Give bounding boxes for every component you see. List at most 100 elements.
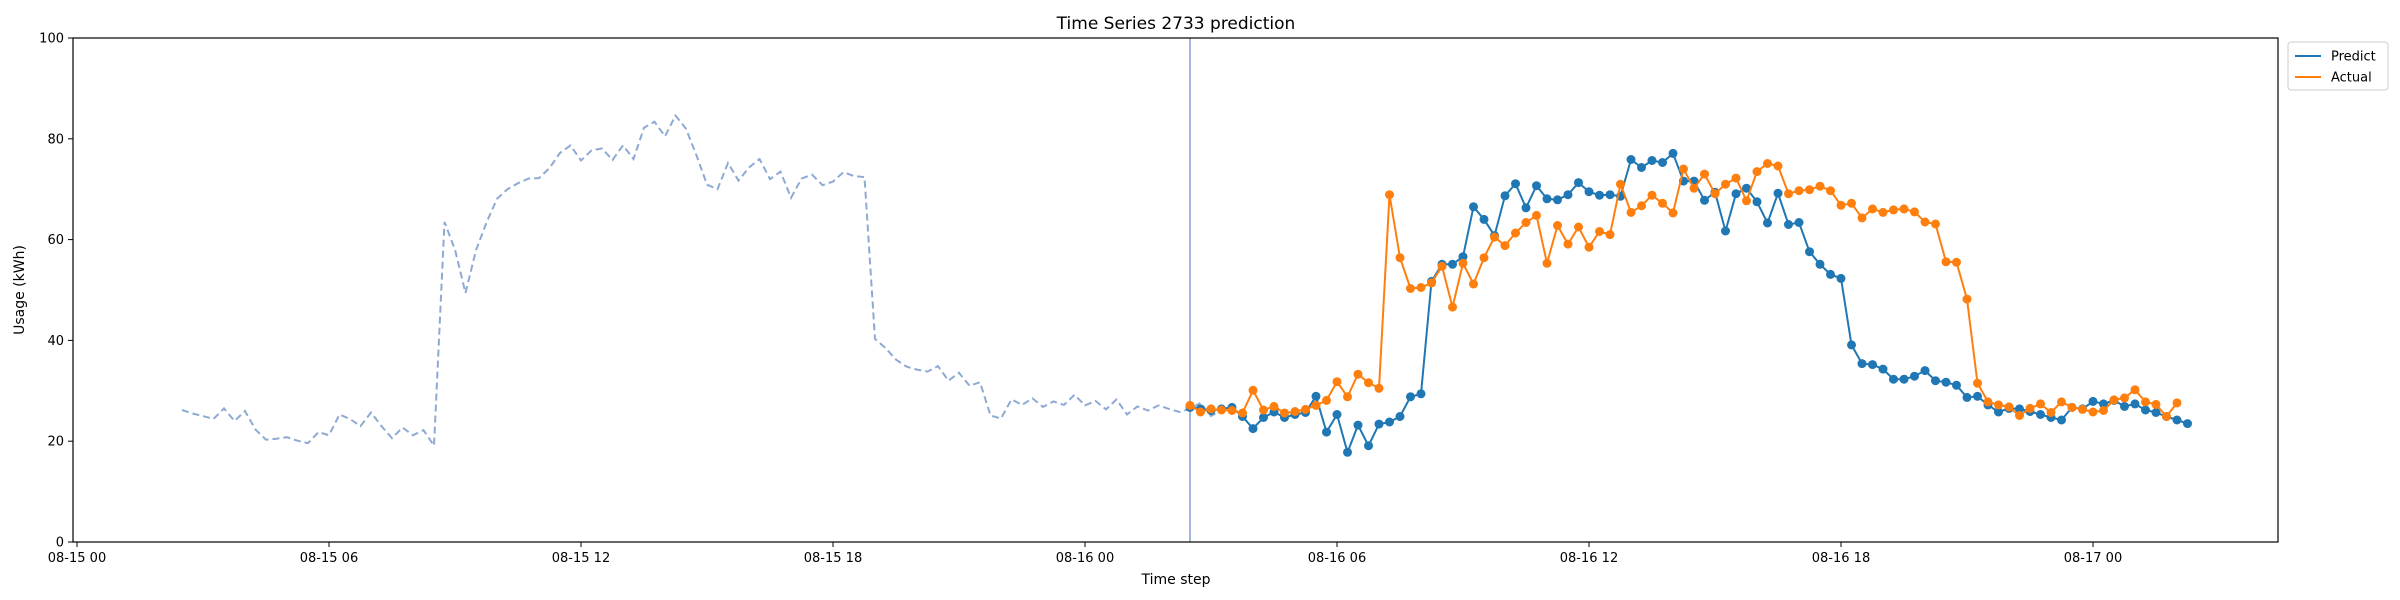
y-tick-label: 40 [47, 334, 64, 349]
x-tick-label: 08-15 18 [804, 551, 862, 566]
predict-point [1500, 191, 1510, 201]
actual-point [2067, 402, 2077, 412]
actual-point [1763, 159, 1772, 168]
actual-legend-label: Actual [2331, 71, 2372, 86]
x-axis-label: Time step [1141, 572, 1211, 588]
actual-point [1490, 232, 1499, 242]
actual-point [1469, 279, 1478, 289]
predict-point [1647, 156, 1657, 165]
actual-point [1878, 207, 1888, 217]
actual-point [2130, 385, 2140, 395]
predict-point [1920, 366, 1930, 376]
actual-point [2078, 404, 2087, 414]
actual-point [1689, 183, 1699, 193]
x-tick-label: 08-15 12 [552, 551, 610, 566]
predict-point [1469, 202, 1478, 212]
predict-point [1395, 412, 1405, 421]
predict-point [1973, 391, 1982, 401]
actual-point [1206, 404, 1216, 414]
actual-point [1784, 189, 1793, 199]
actual-point [1931, 219, 1940, 229]
predict-point [1406, 392, 1415, 402]
predict-point [1259, 413, 1268, 422]
predict-point [1605, 190, 1615, 200]
actual-point [1584, 242, 1594, 252]
predict-point [1584, 187, 1594, 197]
actual-point [1700, 169, 1709, 179]
actual-point [1920, 217, 1930, 227]
actual-point [1311, 400, 1321, 410]
predict-point [1511, 179, 1520, 189]
actual-point [1427, 278, 1436, 288]
predict-point [1448, 259, 1457, 269]
actual-point [1731, 173, 1741, 183]
actual-point [1857, 213, 1867, 223]
actual-point [1406, 284, 1415, 293]
predict-point [1574, 178, 1583, 188]
predict-point [1994, 407, 2003, 417]
actual-point [1322, 395, 1331, 405]
y-tick-label: 60 [47, 233, 64, 248]
predict-point [1899, 374, 1909, 384]
actual-point [1973, 378, 1982, 388]
actual-point [1511, 228, 1520, 238]
actual-point [2109, 395, 2119, 405]
history-line [181, 113, 1222, 449]
actual-point [1679, 164, 1688, 174]
actual-point [1227, 406, 1237, 415]
predict-point [1637, 163, 1646, 172]
plot-frame [72, 37, 2279, 543]
y-tick-label: 80 [47, 132, 64, 147]
x-tick-label: 08-16 00 [1056, 551, 1114, 566]
predict-point [1385, 417, 1394, 427]
predict-point [1595, 190, 1604, 200]
actual-point [1238, 408, 1247, 418]
actual-point [1962, 294, 1972, 304]
predict-point [1626, 155, 1636, 164]
legend: Predict Actual [2287, 41, 2389, 91]
actual-point [1259, 405, 1268, 415]
actual-point [1353, 369, 1363, 379]
predict-point [1815, 259, 1825, 269]
actual-point [2120, 393, 2129, 403]
actual-point [1658, 198, 1667, 208]
predict-point [1868, 360, 1877, 370]
actual-point [1563, 239, 1573, 249]
predict-point [1311, 391, 1321, 401]
predict-point [1931, 376, 1940, 386]
predict-point [2141, 405, 2150, 415]
predict-point [1784, 220, 1793, 229]
predict-point [1962, 392, 1972, 402]
predict-point [1668, 148, 1678, 158]
actual-point [2057, 397, 2066, 407]
predict-point [2099, 399, 2108, 409]
x-tick-label: 08-15 00 [48, 551, 106, 566]
predict-point [1322, 427, 1331, 437]
actual-point [2172, 398, 2182, 408]
actual-point [1637, 201, 1646, 211]
predict-point [1752, 197, 1762, 207]
axis-ticks: 08-15 00 08-15 06 08-15 12 08-15 18 08-16 00… [39, 32, 2122, 567]
actual-point [1742, 196, 1751, 206]
actual-point [1952, 257, 1961, 267]
y-axis-label: Usage (kWh) [12, 245, 28, 335]
predict-point [1836, 273, 1846, 283]
actual-point [2088, 407, 2098, 417]
actual-point [1217, 405, 1226, 415]
predict-point [2057, 415, 2066, 425]
actual-point [2036, 399, 2045, 409]
x-tick-label: 08-15 06 [300, 551, 358, 566]
actual-point [1290, 407, 1300, 416]
y-tick-label: 100 [39, 32, 64, 47]
x-tick-label: 08-17 00 [2064, 551, 2122, 566]
actual-point [2162, 412, 2171, 421]
actual-point [1752, 167, 1762, 177]
predict-point [2130, 399, 2140, 409]
actual-point [1794, 186, 1804, 196]
x-tick-label: 08-16 18 [1812, 551, 1870, 566]
predict-point [1847, 340, 1856, 350]
actual-point [1647, 190, 1657, 200]
actual-point [1773, 161, 1783, 171]
actual-point [2099, 406, 2108, 415]
x-tick-label: 08-16 06 [1308, 551, 1366, 566]
